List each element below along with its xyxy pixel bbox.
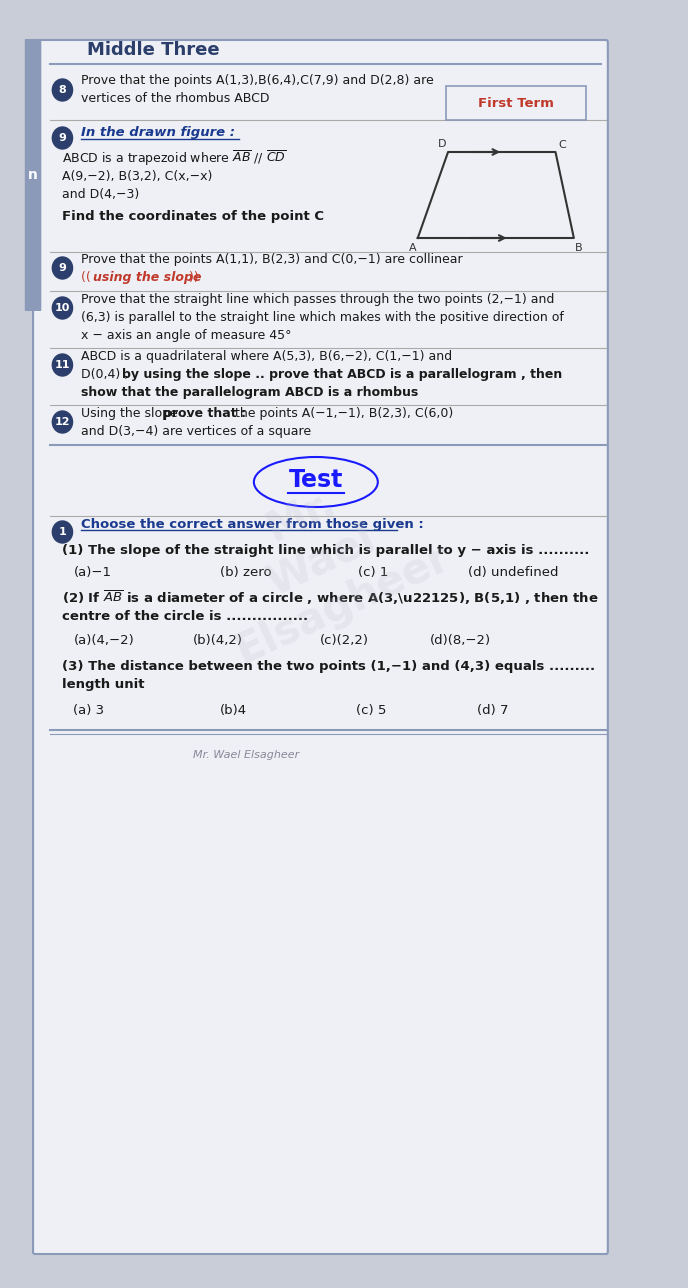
FancyBboxPatch shape (447, 86, 585, 120)
Text: Test: Test (289, 468, 343, 492)
Text: x − axis an angle of measure 45°: x − axis an angle of measure 45° (80, 328, 291, 341)
Text: Mr. Wael Elsagheer: Mr. Wael Elsagheer (193, 750, 299, 760)
Text: Prove that the points A(1,1), B(2,3) and C(0,−1) are collinear: Prove that the points A(1,1), B(2,3) and… (80, 252, 462, 265)
Text: (a) 3: (a) 3 (74, 703, 105, 716)
Text: n: n (28, 167, 38, 182)
Text: Prove that the straight line which passes through the two points (2,−1) and: Prove that the straight line which passe… (80, 292, 554, 305)
Text: 10: 10 (55, 303, 70, 313)
Text: B: B (574, 243, 582, 252)
Text: Find the coordinates of the point C: Find the coordinates of the point C (63, 210, 325, 223)
Text: and D(4,−3): and D(4,−3) (63, 188, 140, 201)
Text: )): )) (186, 270, 200, 283)
Text: Choose the correct answer from those given :: Choose the correct answer from those giv… (80, 518, 424, 531)
Text: by using the slope .. prove that ABCD is a parallelogram , then: by using the slope .. prove that ABCD is… (122, 367, 562, 380)
Text: In the drawn figure :: In the drawn figure : (80, 125, 235, 139)
Text: ABCD is a trapezoid where $\overline{AB}$ // $\overline{CD}$: ABCD is a trapezoid where $\overline{AB}… (63, 148, 287, 167)
Text: 8: 8 (58, 85, 66, 95)
Text: (2) If $\overline{AB}$ is a diameter of a circle , where A(3,\u22125), B(5,1) , : (2) If $\overline{AB}$ is a diameter of … (63, 589, 599, 607)
Text: D(0,4) ,: D(0,4) , (80, 367, 132, 380)
Text: (d) 7: (d) 7 (477, 703, 509, 716)
Text: (b)4: (b)4 (220, 703, 248, 716)
Text: First Term: First Term (478, 97, 554, 109)
Text: Using the slope ..: Using the slope .. (80, 407, 193, 420)
Text: (c) 1: (c) 1 (358, 565, 389, 578)
Text: (1) The slope of the straight line which is parallel to y − axis is ..........: (1) The slope of the straight line which… (63, 544, 590, 556)
Circle shape (52, 79, 72, 100)
Circle shape (52, 258, 72, 279)
Text: Prove that the points A(1,3),B(6,4),C(7,9) and D(2,8) are: Prove that the points A(1,3),B(6,4),C(7,… (80, 73, 433, 86)
Text: 1: 1 (58, 527, 66, 537)
Text: prove that :: prove that : (164, 407, 246, 420)
Text: vertices of the rhombus ABCD: vertices of the rhombus ABCD (80, 91, 269, 104)
Text: (6,3) is parallel to the straight line which makes with the positive direction o: (6,3) is parallel to the straight line w… (80, 310, 563, 323)
Circle shape (52, 522, 72, 544)
Circle shape (52, 298, 72, 319)
Circle shape (52, 128, 72, 149)
Text: 12: 12 (54, 417, 70, 428)
Text: the points A(−1,−1), B(2,3), C(6,0): the points A(−1,−1), B(2,3), C(6,0) (231, 407, 453, 420)
Text: length unit: length unit (63, 677, 145, 690)
Text: (b) zero: (b) zero (220, 565, 272, 578)
Text: and D(3,−4) are vertices of a square: and D(3,−4) are vertices of a square (80, 425, 311, 438)
Circle shape (52, 354, 72, 376)
Circle shape (52, 411, 72, 433)
Ellipse shape (254, 457, 378, 507)
Text: D: D (438, 139, 447, 149)
Text: (3) The distance between the two points (1,−1) and (4,3) equals .........: (3) The distance between the two points … (63, 659, 596, 672)
FancyBboxPatch shape (33, 40, 608, 1255)
Text: using the slope: using the slope (93, 270, 201, 283)
Text: (c) 5: (c) 5 (356, 703, 387, 716)
Text: (d) undefined: (d) undefined (469, 565, 559, 578)
Text: (b)(4,2): (b)(4,2) (193, 634, 243, 647)
Text: (d)(8,−2): (d)(8,−2) (430, 634, 491, 647)
Text: (a)−1: (a)−1 (74, 565, 111, 578)
Text: 9: 9 (58, 133, 66, 143)
Text: ABCD is a quadrilateral where A(5,3), B(6,−2), C(1,−1) and: ABCD is a quadrilateral where A(5,3), B(… (80, 349, 452, 362)
Text: A(9,−2), B(3,2), C(x,−x): A(9,−2), B(3,2), C(x,−x) (63, 170, 213, 183)
Text: 9: 9 (58, 263, 66, 273)
Text: A: A (409, 243, 417, 252)
Text: Middle Three: Middle Three (87, 41, 220, 59)
Text: C: C (558, 140, 566, 149)
Text: ((: (( (80, 270, 94, 283)
Text: Mr.
Wael
Elsagheer: Mr. Wael Elsagheer (187, 448, 456, 672)
Text: 11: 11 (54, 361, 70, 370)
Text: show that the parallelogram ABCD is a rhombus: show that the parallelogram ABCD is a rh… (80, 385, 418, 398)
FancyBboxPatch shape (25, 39, 41, 310)
Text: (a)(4,−2): (a)(4,−2) (74, 634, 134, 647)
Text: centre of the circle is ................: centre of the circle is ................ (63, 609, 308, 622)
Text: (c)(2,2): (c)(2,2) (319, 634, 369, 647)
